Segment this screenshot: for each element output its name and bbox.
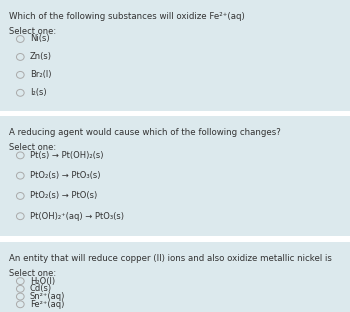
Bar [0, 236, 350, 242]
Text: Select one:: Select one: [9, 27, 56, 36]
Text: Pt(s) → Pt(OH)₂(s): Pt(s) → Pt(OH)₂(s) [30, 151, 103, 160]
Text: Sn²⁺(aq): Sn²⁺(aq) [30, 292, 65, 301]
Text: PtO₂(s) → PtO(s): PtO₂(s) → PtO(s) [30, 192, 97, 200]
Text: An entity that will reduce copper (II) ions and also oxidize metallic nickel is: An entity that will reduce copper (II) i… [9, 254, 332, 263]
Text: Ni(s): Ni(s) [30, 35, 49, 43]
Text: PtO₂(s) → PtO₃(s): PtO₂(s) → PtO₃(s) [30, 171, 100, 180]
Text: Select one:: Select one: [9, 143, 56, 152]
Text: Pt(OH)₂⁺(aq) → PtO₃(s): Pt(OH)₂⁺(aq) → PtO₃(s) [30, 212, 124, 221]
Text: H₂O(l): H₂O(l) [30, 277, 55, 285]
Text: Br₂(l): Br₂(l) [30, 71, 51, 79]
Text: I₂(s): I₂(s) [30, 88, 46, 97]
Text: A reducing agent would cause which of the following changes?: A reducing agent would cause which of th… [9, 128, 280, 137]
Bar [0, 111, 350, 116]
Text: Select one:: Select one: [9, 269, 56, 278]
Text: Which of the following substances will oxidize Fe²⁺(aq): Which of the following substances will o… [9, 12, 245, 21]
Text: Cd(s): Cd(s) [30, 284, 52, 293]
Text: Fe²⁺(aq): Fe²⁺(aq) [30, 300, 64, 309]
Text: Zn(s): Zn(s) [30, 52, 52, 61]
